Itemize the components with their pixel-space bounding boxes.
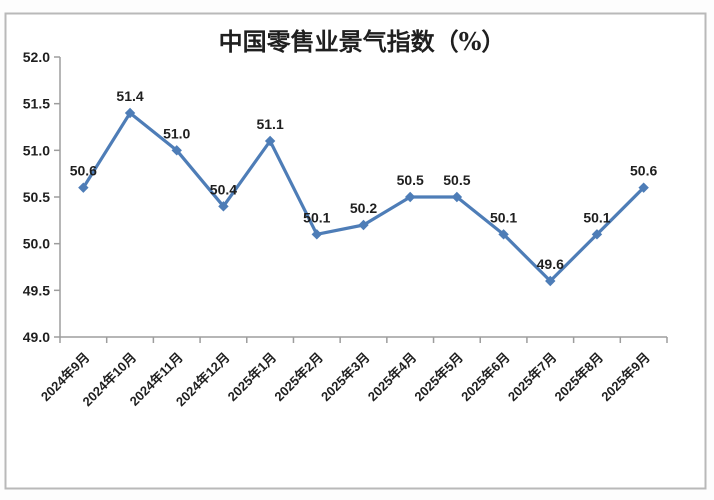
series-marker-diamond [171,145,182,156]
series-marker-diamond [545,275,556,287]
y-tick-label: 51.0 [23,142,50,158]
series-marker-diamond [638,182,649,193]
series-marker-diamond [498,229,509,240]
y-tick-label: 50.5 [23,189,50,205]
point-value-label: 51.1 [256,116,283,132]
point-value-label: 50.1 [303,209,330,225]
point-value-label: 50.1 [490,209,517,225]
point-value-label: 49.6 [537,256,564,272]
series-marker-diamond [264,135,276,147]
data-series [78,107,649,287]
point-value-label: 50.2 [350,200,377,216]
data-labels: 50.6 51.4 51.0 50.4 51.1 50.1 50.2 50.5 50.5 50.1… [70,88,658,272]
point-value-label: 50.5 [443,172,470,188]
series-marker-diamond [124,107,136,119]
y-tick-label: 49.5 [23,282,50,298]
point-value-label: 51.4 [116,88,143,104]
point-value-label: 50.4 [210,181,237,197]
series-marker-diamond [358,219,369,231]
point-value-label: 50.6 [70,163,97,179]
series-marker-diamond [451,191,463,203]
point-value-label: 50.5 [397,172,424,188]
y-tick-label: 51.5 [23,96,50,112]
point-value-label: 50.6 [630,163,657,179]
series-marker-diamond [78,182,89,193]
series-marker-diamond [404,191,416,203]
series-marker-diamond [218,201,229,212]
series-marker-diamond [311,229,323,240]
y-axis: 49.0 49.5 50.0 50.5 51.0 51.5 52.0 [23,49,61,345]
y-tick-label: 50.0 [23,236,50,252]
point-value-label: 51.0 [163,125,190,141]
chart-title: 中国零售业景气指数（%） [219,27,506,56]
chart-border-frame [4,12,707,490]
y-tick-label: 49.0 [23,329,50,345]
point-value-label: 50.1 [583,209,610,225]
series-marker-diamond [591,229,603,240]
y-tick-label: 52.0 [23,49,50,65]
